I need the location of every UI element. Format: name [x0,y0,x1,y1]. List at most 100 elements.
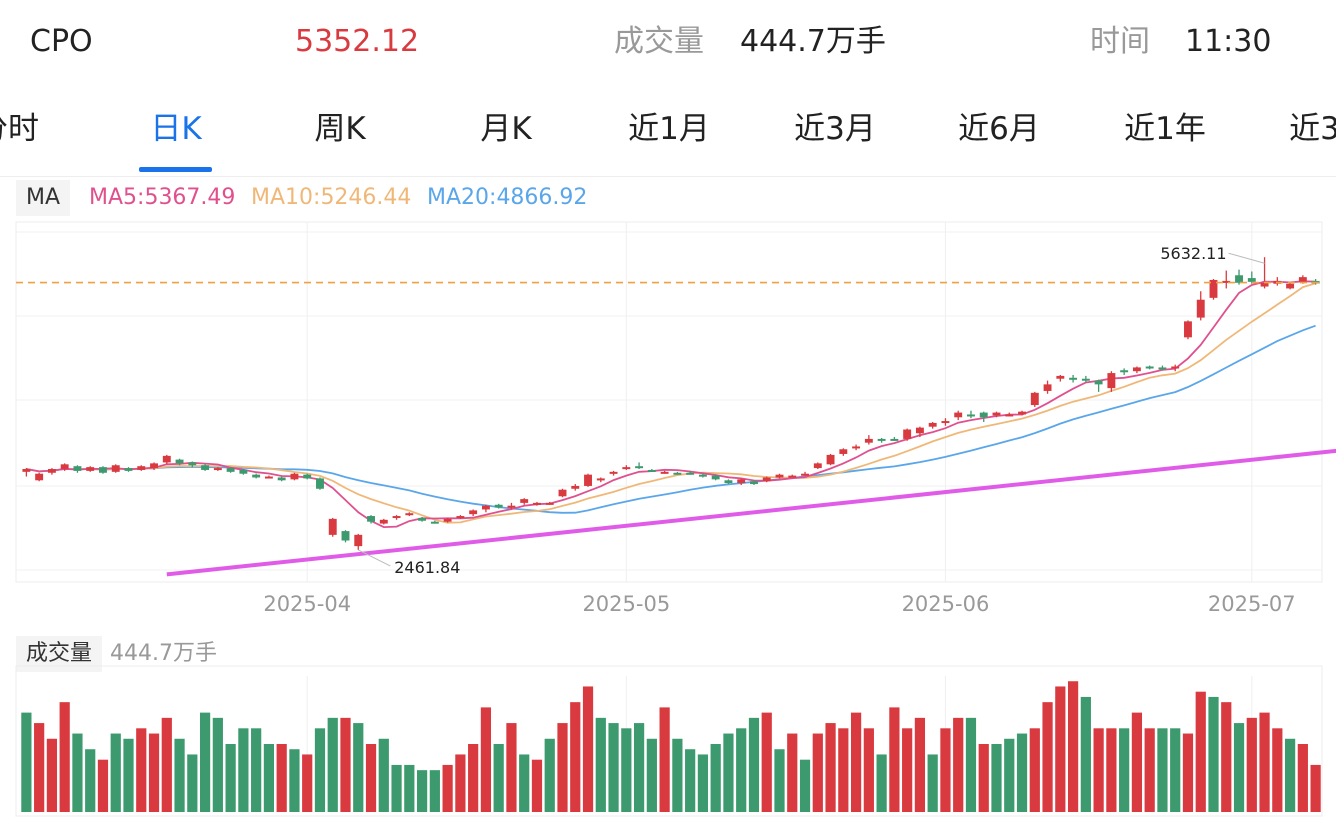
candle-body [1069,377,1078,380]
candle-body [188,462,197,466]
candle-body [124,468,133,471]
tab-monthly-k[interactable]: 月K [480,111,532,147]
candle-body [890,438,899,441]
volume-bar [1029,728,1040,812]
volume-bar [365,744,377,812]
volume-bar [863,728,874,812]
candle-body [277,477,286,481]
candle-body [35,473,44,481]
volume-bar [1080,696,1091,812]
volume-bar [148,733,160,812]
volume-bar [1170,728,1181,812]
candle-body [226,468,235,472]
candle-body [137,466,146,470]
candle-body [686,472,695,475]
volume-bar [353,723,364,812]
candle-body [609,471,618,474]
candle-body [1107,373,1116,389]
volume-bar [327,717,338,812]
candle-body [1132,367,1141,372]
candle-body [264,476,273,479]
candle-body [1286,283,1295,289]
ma10-value: MA10:5246.44 [251,185,412,210]
volume-bar [85,749,96,812]
volume-bar [1259,712,1270,812]
volume-bar [123,738,134,812]
candle-body [111,465,120,472]
candle-body [928,422,937,427]
candle-body [558,489,567,497]
volume-bar [1195,691,1206,812]
candle-body [801,473,809,476]
volume-bar [263,744,275,812]
tab-1-month[interactable]: 近1月 [628,111,710,147]
candle-body [73,466,82,471]
candle-body [1158,367,1167,370]
volume-bar [1055,686,1066,812]
x-tick-label: 2025-04 [263,592,351,616]
candle-body [1184,321,1192,338]
volume-bar [991,744,1002,812]
candle-body [864,438,873,443]
tab-3-years[interactable]: 近3年 [1289,111,1336,147]
tab-daily-k[interactable]: 日K [150,111,202,147]
candle-body [1196,299,1205,318]
volume-label: 成交量 [614,24,704,59]
volume-bar [161,717,172,812]
volume-bar [1246,717,1257,812]
volume-bar [1131,712,1143,812]
candle-body [430,521,439,524]
candle-body [737,479,746,484]
volume-bar [902,728,913,812]
volume-bar [212,717,223,812]
volume-bar [519,754,530,812]
candle-body [494,504,503,508]
tab-1-year[interactable]: 近1年 [1124,111,1206,147]
volume-bar [174,738,185,812]
candle-body [316,478,324,489]
volume-bar [672,738,683,812]
volume-bar [544,738,555,812]
volume-bar [1182,733,1194,812]
time-label: 时间 [1090,24,1150,59]
candle-body [967,414,975,417]
volume-bar [110,733,121,812]
volume-bar [21,712,32,812]
tab-6-months[interactable]: 近6月 [958,111,1040,147]
volume-bar [761,712,772,812]
tab-3-months[interactable]: 近3月 [794,111,876,147]
candle-body [1056,375,1065,379]
volume-bar [1310,764,1321,812]
volume-bar [493,744,504,812]
candle-body [22,469,31,472]
volume-bar [659,707,670,812]
candle-body [571,485,580,489]
volume-bar [238,728,249,812]
tab-weekly-k[interactable]: 周K [314,111,366,147]
volume-bar [276,744,287,812]
period-tabs: 分时 日K 周K 月K 近1月 近3月 近6月 近1年 近3年 [0,84,1336,177]
candle-body [979,412,988,418]
volume-bar [914,717,926,812]
tab-intraday[interactable]: 分时 [0,111,39,147]
candle-body [162,455,171,463]
volume-bar [710,744,721,812]
volume-bar [774,749,785,812]
candle-body [1043,384,1052,391]
candle-body [379,519,388,524]
candle-body [201,465,210,470]
x-tick-label: 2025-07 [1208,592,1296,616]
volume-bar [1144,728,1155,812]
candle-body [1235,275,1243,283]
volume-bar [723,733,734,812]
candle-body [622,467,631,470]
volume-bar [455,754,466,812]
volume-bar [685,749,696,812]
candle-body [673,472,682,475]
volume-bar [557,723,568,812]
ma5-line [26,280,1316,529]
volume-bar [850,712,862,812]
volume-bar [225,744,236,812]
volume-bar [1004,738,1015,812]
